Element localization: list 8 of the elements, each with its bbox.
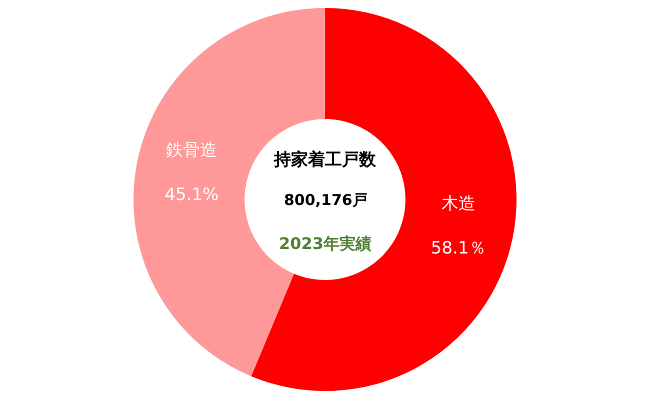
data-label: 45.1% <box>164 184 219 205</box>
text: 800,176戸 <box>284 191 368 209</box>
slice-label: 鉄骨造 <box>166 140 218 161</box>
slice-label: 木造 <box>441 194 476 214</box>
donut-slice <box>251 8 516 391</box>
text: 2023年実績 <box>279 234 372 253</box>
data-label: 58.1％ <box>430 238 486 258</box>
text: 持家着工戸数 <box>273 150 377 170</box>
